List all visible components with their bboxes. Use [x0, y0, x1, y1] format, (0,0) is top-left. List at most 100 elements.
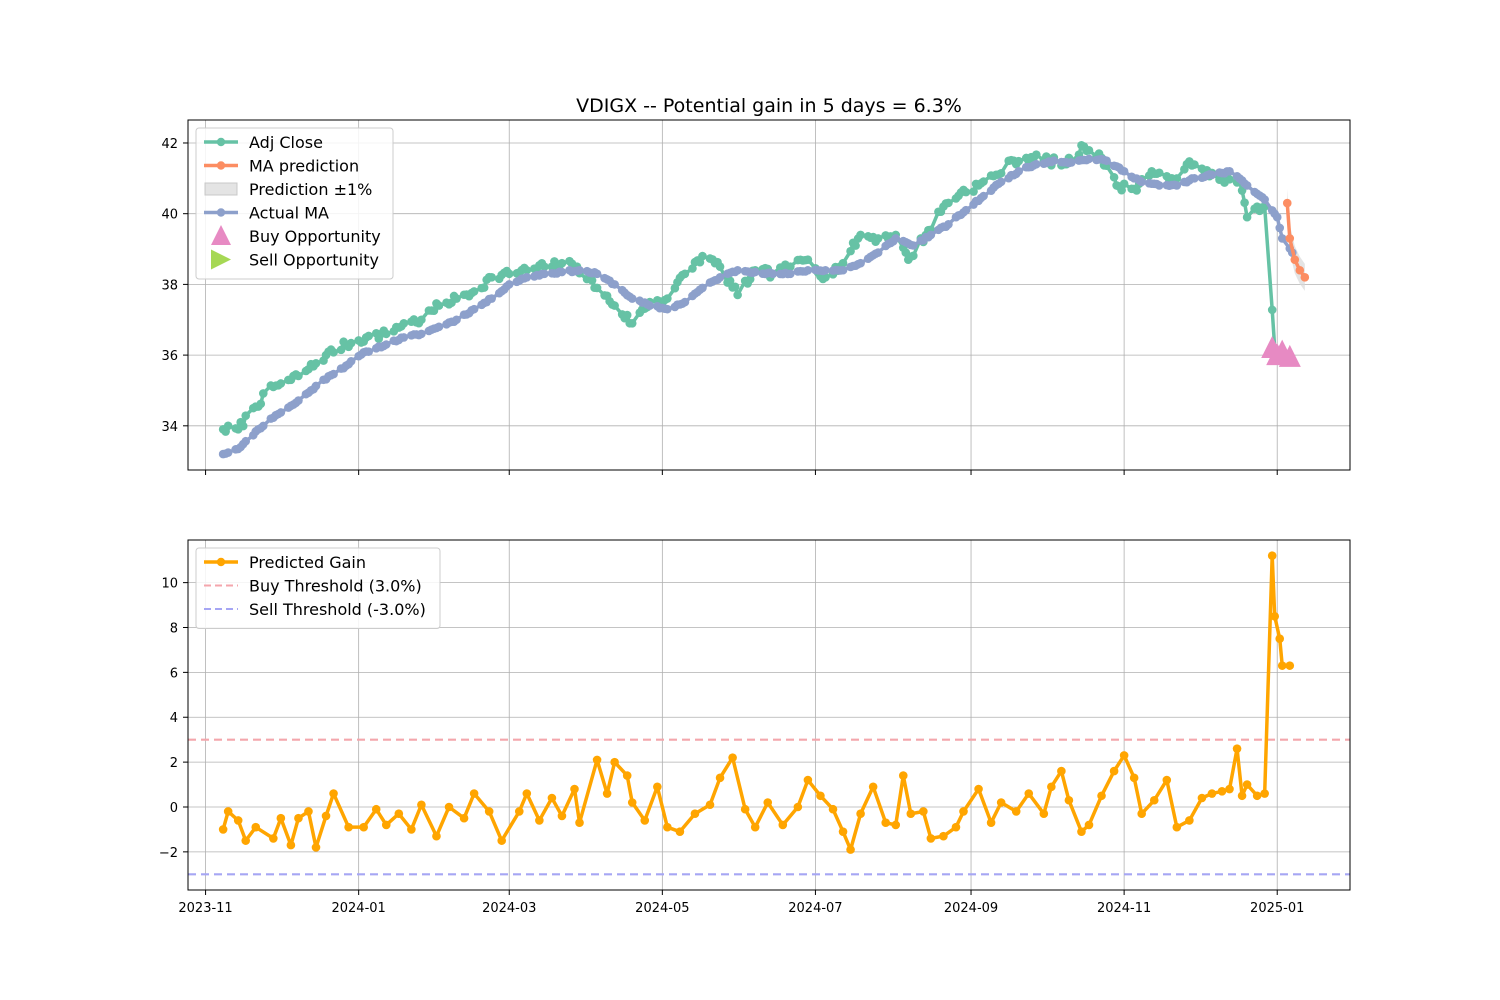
- actual-ma-point: [1260, 195, 1269, 204]
- legend-label: Predicted Gain: [249, 553, 366, 572]
- adj-close-point: [733, 290, 742, 300]
- adj-close-point: [969, 187, 978, 196]
- actual-ma-point: [1275, 223, 1285, 233]
- predicted-gain-point: [286, 840, 296, 850]
- x-tick-label: 2024-11: [1097, 901, 1151, 916]
- predicted-gain-point: [233, 816, 243, 825]
- actual-ma-point: [294, 396, 303, 405]
- adj-close-point: [336, 345, 346, 355]
- predicted-gain-point: [728, 753, 737, 762]
- predicted-gain-point: [1260, 789, 1269, 798]
- x-tick-label: 2024-07: [788, 901, 842, 916]
- adj-close-point: [1225, 175, 1234, 184]
- predicted-gain-point: [251, 822, 261, 832]
- chart-title: VDIGX -- Potential gain in 5 days = 6.3%: [576, 95, 962, 117]
- predicted-gain-point: [444, 802, 454, 812]
- gain-axes-frame: [187, 539, 1351, 891]
- adj-close-point: [540, 262, 549, 272]
- predicted-gain-point: [881, 818, 890, 827]
- actual-ma-point: [1137, 177, 1146, 187]
- y-tick-label: 2: [170, 756, 178, 771]
- price-x-ticks: [205, 470, 1278, 475]
- predicted-gain-point: [838, 827, 848, 836]
- predicted-gain-point: [1185, 816, 1194, 825]
- actual-ma-point: [1190, 174, 1199, 183]
- adj-close-point: [399, 318, 409, 328]
- predicted-gain-point: [432, 831, 441, 841]
- predicted-gain-point: [344, 822, 353, 832]
- predicted-gain-point: [891, 820, 901, 830]
- predicted-gain-point: [846, 845, 855, 854]
- adj-close-point: [1242, 212, 1252, 222]
- predicted-gain-point: [750, 822, 760, 832]
- adj-close-point: [961, 187, 971, 197]
- predicted-gain-point: [1242, 780, 1252, 789]
- adj-close-point: [522, 265, 532, 275]
- adj-close-point: [944, 198, 953, 208]
- actual-ma-point: [944, 219, 953, 229]
- actual-ma-point: [803, 265, 813, 275]
- predicted-gain-point: [484, 807, 494, 816]
- predicted-gain-point: [1270, 611, 1280, 621]
- legend-label: Buy Threshold (3.0%): [249, 577, 422, 596]
- predicted-gain-point: [359, 822, 368, 832]
- actual-ma-point: [891, 234, 901, 243]
- predicted-gain-point: [1207, 789, 1217, 798]
- adj-close-point: [698, 251, 707, 261]
- adj-close-point: [329, 348, 338, 357]
- predicted-gain-point: [898, 771, 908, 780]
- actual-ma-point: [733, 265, 742, 275]
- adj-close-point: [434, 301, 444, 310]
- actual-ma-point: [1031, 159, 1041, 169]
- predicted-gain-point: [986, 818, 996, 827]
- adj-close-point: [846, 246, 855, 256]
- adj-close-point: [487, 273, 496, 282]
- predicted-gain-point: [1237, 791, 1247, 801]
- actual-ma-point: [276, 408, 286, 417]
- actual-ma-point: [364, 347, 374, 356]
- predicted-gain-point: [223, 807, 233, 816]
- predicted-gain-point: [304, 807, 313, 816]
- actual-ma-point: [663, 304, 672, 314]
- ma-prediction-point: [1282, 198, 1292, 208]
- predicted-gain-point: [417, 800, 426, 810]
- predicted-gain-point: [939, 831, 948, 841]
- legend-marker-swatch: [216, 161, 226, 170]
- predicted-gain-point: [1011, 807, 1021, 816]
- adj-close-point: [469, 287, 479, 296]
- actual-ma-point: [1119, 166, 1129, 176]
- adj-close-point: [838, 258, 848, 268]
- predicted-gain-point: [592, 755, 602, 765]
- predicted-gain-point: [294, 813, 303, 823]
- predicted-gain-point: [926, 834, 936, 843]
- predicted-gain-point: [1039, 809, 1049, 819]
- predicted-gain-point: [535, 816, 544, 825]
- predicted-gain-point: [1267, 551, 1277, 561]
- actual-ma-point: [838, 265, 848, 275]
- adj-close-point: [276, 379, 286, 388]
- adj-close-point: [1240, 198, 1249, 207]
- predicted-gain-point: [640, 816, 650, 825]
- predicted-gain-point: [793, 802, 803, 812]
- adj-close-point: [909, 251, 918, 261]
- adj-close-point: [223, 421, 233, 431]
- gain-x-ticks: 2023-11 2024-01 2024-03 2024-05 2024-07 2024-…: [178, 890, 1304, 916]
- predicted-gain-point: [407, 825, 416, 834]
- adj-close-point: [622, 310, 632, 320]
- y-tick-label: 40: [161, 208, 178, 223]
- predicted-gain-point: [1024, 789, 1034, 798]
- adj-close-point: [725, 276, 735, 286]
- actual-ma-point: [311, 381, 321, 391]
- predicted-gain-point: [1197, 793, 1207, 803]
- legend-label: Adj Close: [249, 133, 323, 152]
- actual-ma-point: [417, 329, 426, 339]
- x-tick-label: 2024-09: [944, 901, 998, 916]
- ma-prediction-point: [1285, 234, 1295, 243]
- actual-ma-point: [1225, 166, 1234, 176]
- predicted-gain-point: [1217, 786, 1227, 796]
- actual-ma-point: [786, 269, 795, 279]
- actual-ma-point: [346, 356, 356, 366]
- adj-close-point: [1132, 186, 1141, 195]
- actual-ma-point: [223, 448, 233, 457]
